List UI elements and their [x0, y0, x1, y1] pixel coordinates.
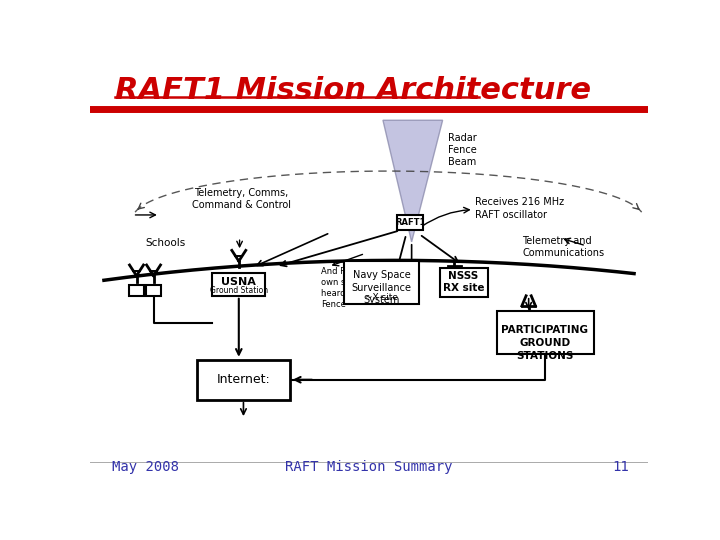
Text: Telemetry and
Communications: Telemetry and Communications [523, 236, 605, 258]
Bar [212, 273, 265, 296]
Text: RAFT1 Mission Architecture: RAFT1 Mission Architecture [114, 76, 591, 105]
Text: Internet:: Internet: [217, 373, 270, 386]
Text: NSSS
RX site: NSSS RX site [443, 271, 485, 293]
Bar [439, 268, 487, 298]
Bar [145, 285, 161, 296]
Text: Ground Station: Ground Station [210, 286, 268, 295]
Text: RAFT1: RAFT1 [395, 218, 426, 227]
Bar [497, 311, 594, 354]
Text: Navy Space
Surveillance
System: Navy Space Surveillance System [351, 271, 411, 305]
Text: RAFT Mission Summary: RAFT Mission Summary [285, 461, 453, 475]
Bar [344, 261, 419, 303]
Bar [397, 215, 423, 231]
Bar [129, 285, 144, 296]
Text: USNA: USNA [221, 277, 256, 287]
Text: Telemetry, Comms,
Command & Control: Telemetry, Comms, Command & Control [192, 188, 291, 211]
Text: 11: 11 [612, 461, 629, 475]
Text: Receives 216 MHz
RAFT oscillator: Receives 216 MHz RAFT oscillator [475, 197, 564, 220]
Polygon shape [383, 120, 443, 242]
Text: PARTICIPATING
GROUND
STATIONS: PARTICIPATING GROUND STATIONS [501, 325, 588, 361]
Text: May 2008: May 2008 [112, 461, 179, 475]
Text: Radar
Fence
Beam: Radar Fence Beam [448, 132, 477, 167]
Text: ~X site: ~X site [365, 293, 398, 302]
Text: Schools: Schools [145, 238, 186, 248]
Text: And RAFT's
own signals
heard from
Fence: And RAFT's own signals heard from Fence [321, 267, 370, 309]
Bar [197, 360, 290, 400]
